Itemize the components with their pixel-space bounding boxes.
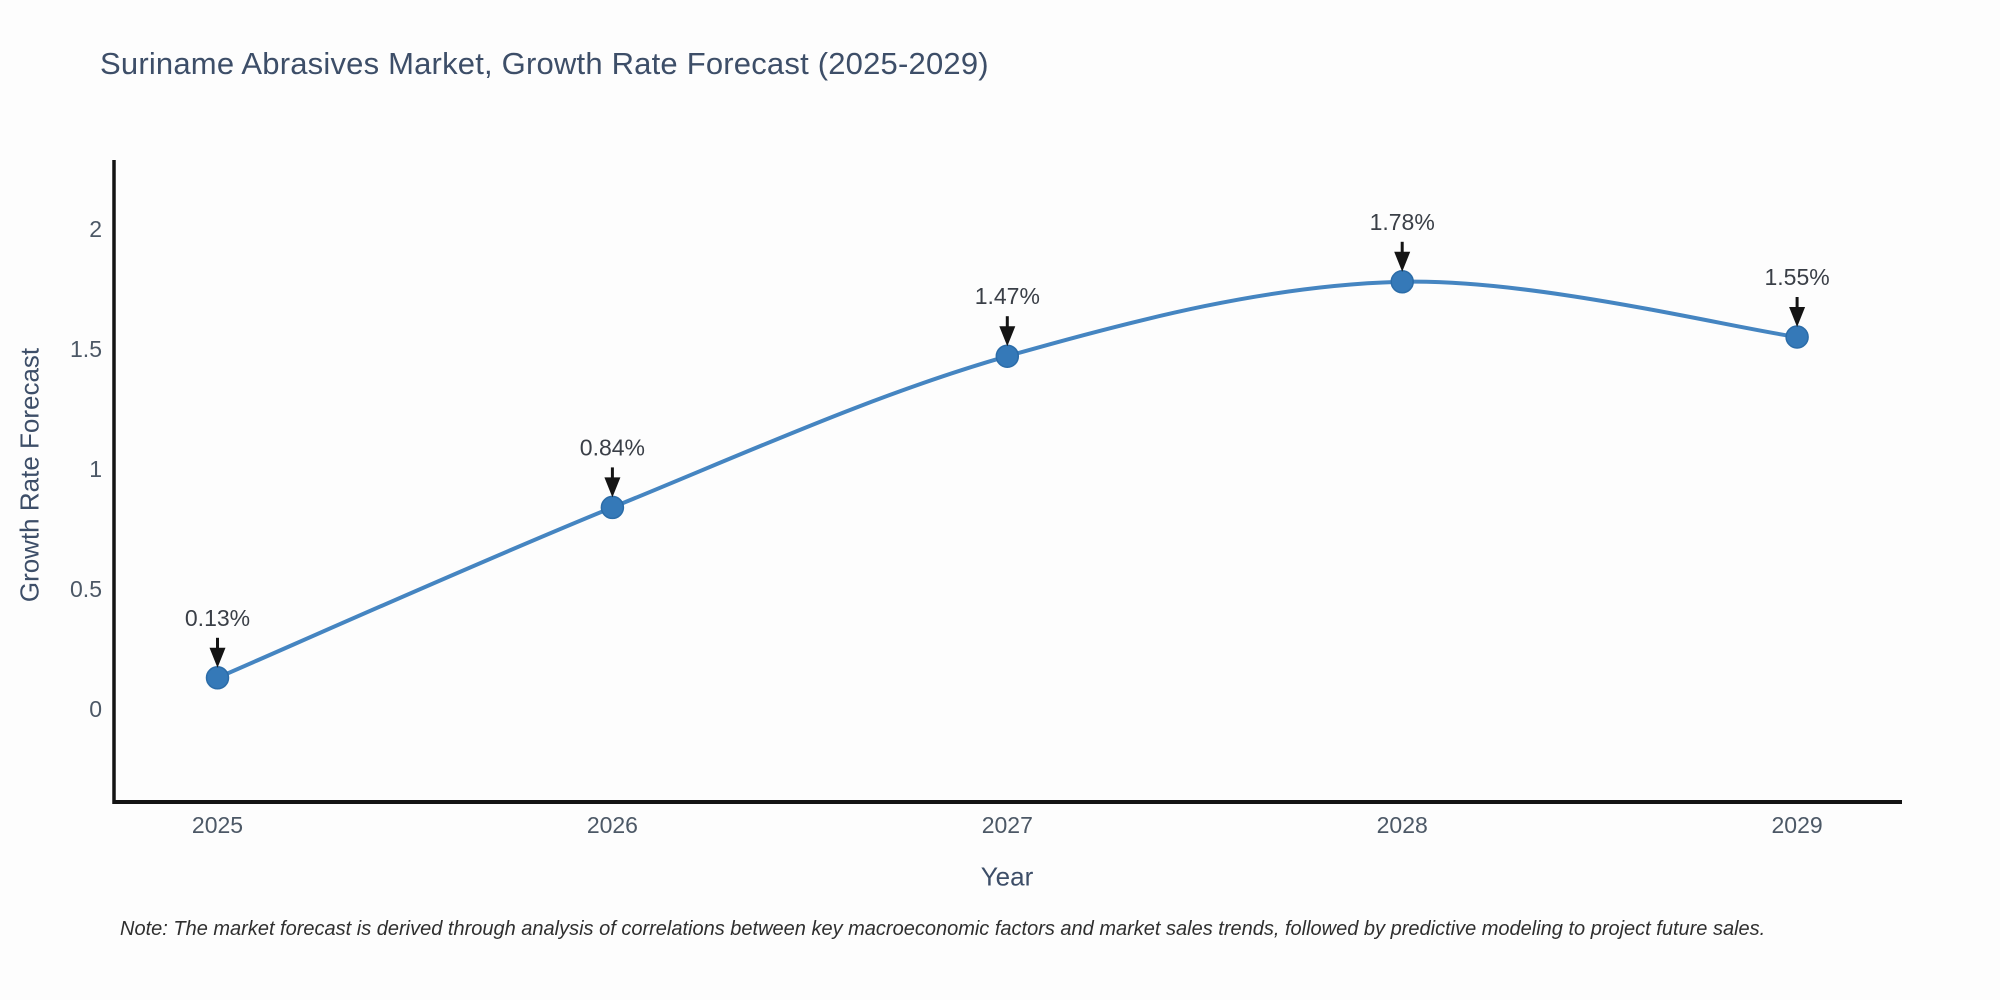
x-axis-title: Year: [980, 861, 1034, 892]
data-point-label: 0.84%: [580, 434, 645, 460]
footnote: Note: The market forecast is derived thr…: [120, 918, 1766, 940]
data-point-marker: [205, 666, 230, 690]
x-tick-label: 2026: [587, 812, 638, 838]
annotation-arrowhead: [1789, 307, 1806, 327]
data-point-marker: [600, 495, 625, 520]
y-tick-label: 2: [89, 216, 102, 242]
data-point-label: 1.55%: [1764, 264, 1829, 290]
y-tick-label: 1.5: [70, 336, 102, 362]
x-tick-label: 2027: [982, 812, 1033, 838]
annotation-arrowhead: [604, 477, 621, 498]
data-point-label: 1.47%: [975, 283, 1040, 309]
x-tick-label: 2025: [192, 812, 243, 838]
annotation-arrowhead: [209, 647, 226, 668]
y-tick-label: 0: [89, 696, 102, 722]
data-point-marker: [995, 344, 1020, 368]
y-axis-title-text: Growth Rate Forecast: [14, 347, 45, 603]
x-tick-label: 2029: [1772, 812, 1823, 838]
data-point-label: 0.13%: [185, 605, 250, 631]
data-point-label: 1.78%: [1370, 209, 1435, 235]
annotation-arrowhead: [999, 326, 1016, 347]
data-point-marker: [1785, 325, 1809, 349]
y-tick-label: 1: [89, 456, 102, 482]
annotation-arrowhead: [1394, 251, 1411, 272]
chart-title: Suriname Abrasives Market, Growth Rate F…: [100, 46, 989, 81]
y-tick-label: 0.5: [70, 576, 102, 602]
x-tick-label: 2028: [1377, 812, 1428, 838]
data-point-marker: [1390, 270, 1414, 294]
